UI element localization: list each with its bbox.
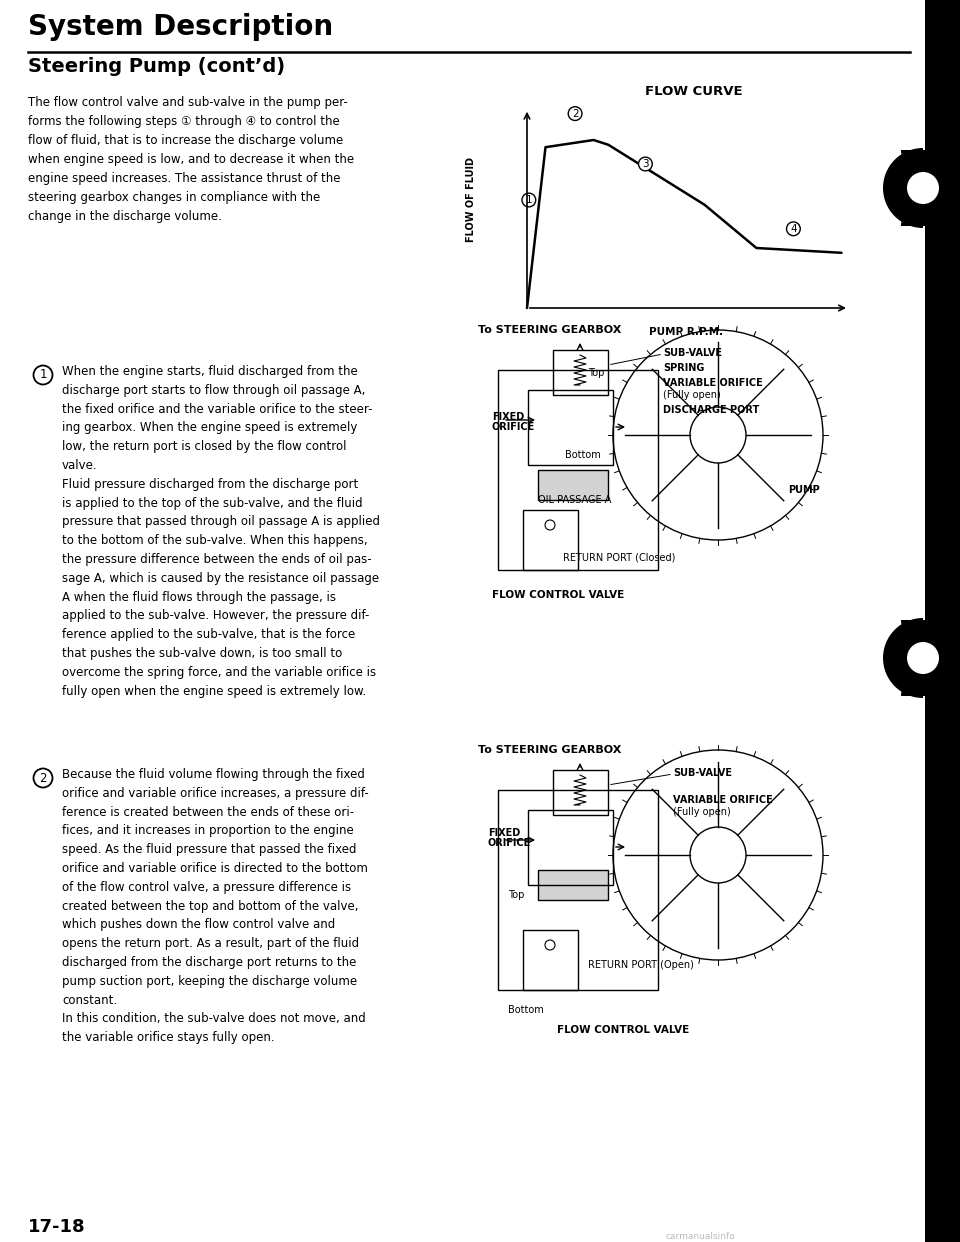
Text: 2: 2 [39, 771, 47, 785]
Wedge shape [883, 148, 923, 229]
Text: Top: Top [508, 891, 524, 900]
Bar [523, 930, 578, 990]
Text: The flow control valve and sub-valve in the pump per-
forms the following steps : The flow control valve and sub-valve in … [28, 96, 354, 224]
Bar [538, 469, 608, 501]
Text: Steering Pump (cont’d): Steering Pump (cont’d) [28, 57, 285, 76]
Text: FIXED: FIXED [488, 828, 520, 838]
Text: FLOW OF FLUID: FLOW OF FLUID [467, 158, 476, 242]
Text: DISCHARGE PORT: DISCHARGE PORT [663, 405, 759, 415]
Bar [498, 370, 658, 570]
Circle shape [907, 642, 939, 674]
Bar [553, 350, 608, 395]
Text: 17-18: 17-18 [28, 1218, 85, 1236]
Text: Bottom: Bottom [565, 450, 601, 460]
Bar [528, 390, 613, 465]
Text: To STEERING GEARBOX: To STEERING GEARBOX [478, 745, 621, 755]
Text: (Fully open): (Fully open) [673, 807, 731, 817]
Text: VARIABLE ORIFICE: VARIABLE ORIFICE [663, 378, 763, 388]
Text: 1: 1 [39, 369, 47, 381]
Text: Bottom: Bottom [508, 1005, 543, 1015]
Text: System Description: System Description [28, 12, 333, 41]
Wedge shape [901, 674, 945, 696]
Text: PUMP: PUMP [788, 484, 820, 496]
Bar [523, 510, 578, 570]
Text: FLOW CURVE: FLOW CURVE [645, 84, 742, 98]
Text: (Fully open): (Fully open) [663, 390, 721, 400]
Text: RETURN PORT (Closed): RETURN PORT (Closed) [563, 553, 676, 563]
Text: 4: 4 [790, 224, 797, 233]
Wedge shape [901, 204, 945, 226]
Text: Top: Top [588, 368, 605, 378]
Bar [553, 770, 608, 815]
Text: OIL PASSAGE A: OIL PASSAGE A [538, 496, 612, 505]
Text: FIXED: FIXED [492, 412, 524, 422]
Text: 3: 3 [642, 159, 649, 169]
Text: FLOW CONTROL VALVE: FLOW CONTROL VALVE [557, 1025, 689, 1035]
Bar [498, 790, 658, 990]
Text: carmanualsinfo: carmanualsinfo [665, 1232, 734, 1241]
Text: ORIFICE: ORIFICE [488, 838, 531, 848]
Circle shape [907, 171, 939, 204]
Text: VARIABLE ORIFICE: VARIABLE ORIFICE [673, 795, 773, 805]
Text: To STEERING GEARBOX: To STEERING GEARBOX [478, 325, 621, 335]
Bar [528, 810, 613, 886]
Text: SPRING: SPRING [663, 363, 705, 373]
Text: FLOW CONTROL VALVE: FLOW CONTROL VALVE [492, 590, 624, 600]
Wedge shape [883, 619, 923, 698]
Text: PUMP R.P.M.: PUMP R.P.M. [649, 327, 723, 337]
Text: SUB-VALVE: SUB-VALVE [663, 348, 722, 358]
Wedge shape [901, 150, 945, 171]
Bar [538, 869, 608, 900]
Wedge shape [901, 620, 945, 642]
Bar [925, 0, 960, 1242]
Text: RETURN PORT (Open): RETURN PORT (Open) [588, 960, 694, 970]
Text: When the engine starts, fluid discharged from the
discharge port starts to flow : When the engine starts, fluid discharged… [62, 365, 380, 698]
Text: 2: 2 [572, 108, 579, 118]
Text: SUB-VALVE: SUB-VALVE [673, 768, 732, 777]
Text: Because the fluid volume flowing through the fixed
orifice and variable orifice : Because the fluid volume flowing through… [62, 768, 369, 1045]
Text: ORIFICE: ORIFICE [492, 422, 536, 432]
Text: 1: 1 [525, 195, 532, 205]
